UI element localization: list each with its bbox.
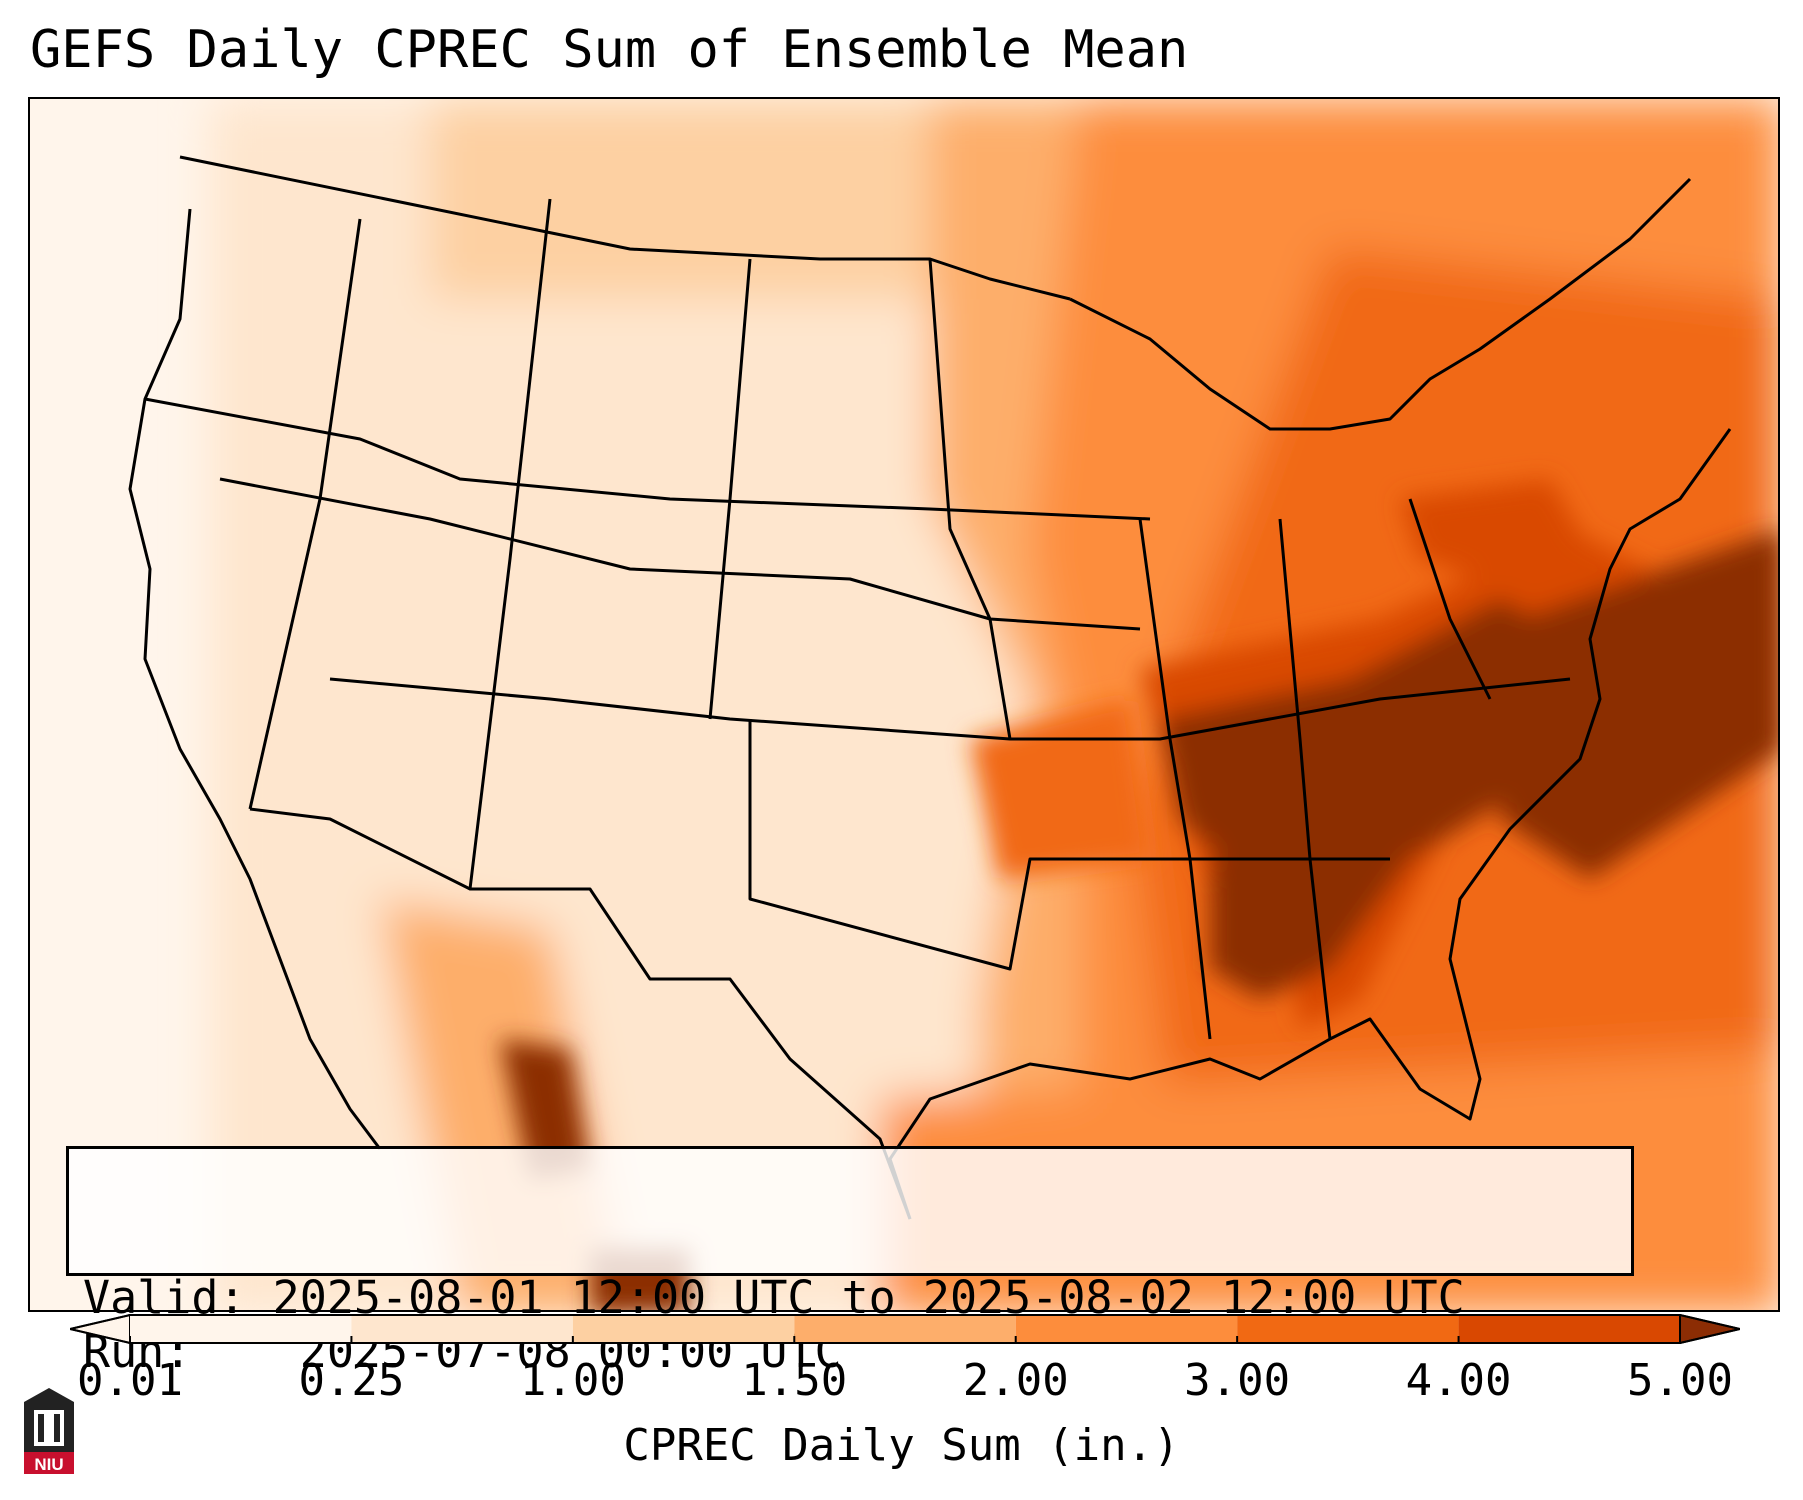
canada-border	[179, 155, 1071, 301]
state-line-8	[928, 258, 1012, 740]
colorbar-ticks: 0.01 0.25 1.00 1.50 2.00 3.00 4.00 5.00	[0, 1355, 1803, 1415]
colorbar-tick-label: 0.25	[298, 1355, 405, 1406]
precip-field-core	[500, 479, 1778, 1310]
colorbar-segment	[351, 1315, 573, 1343]
colorbar-segment	[1458, 1315, 1680, 1343]
boundaries	[128, 155, 1732, 1220]
state-line-11	[1408, 498, 1492, 700]
colorbar-segment	[1015, 1315, 1238, 1343]
precip-map-svg	[30, 99, 1778, 1310]
great-lakes	[1069, 177, 1692, 431]
colorbar	[70, 1314, 1740, 1344]
map-title: GEFS Daily CPREC Sum of Ensemble Mean	[30, 20, 1189, 80]
colorbar-extend-high	[1679, 1314, 1740, 1344]
niu-logo: NIU	[24, 1388, 74, 1474]
state-line-1	[144, 397, 1151, 521]
colorbar-segment	[130, 1315, 352, 1343]
niu-logo-text: NIU	[34, 1455, 63, 1474]
colorbar-segment	[572, 1315, 795, 1343]
colorbar-tick-label: 5.00	[1627, 1355, 1733, 1406]
colorbar-segments	[70, 1314, 1740, 1344]
state-line-6	[468, 198, 552, 890]
precip-map	[28, 97, 1780, 1312]
colorbar-tick-label: 0.01	[77, 1355, 183, 1406]
colorbar-tick-label: 1.00	[519, 1355, 626, 1406]
state-line-2	[219, 477, 1141, 631]
colorbar-extend-low	[70, 1314, 131, 1344]
state-line-7	[708, 258, 752, 720]
colorbar-tick-label: 1.50	[741, 1355, 848, 1406]
valid-run-box: Valid: 2025-08-01 12:00 UTC to 2025-08-0…	[66, 1146, 1634, 1378]
colorbar-segment	[1237, 1315, 1459, 1343]
colorbar-tick-label: 2.00	[962, 1355, 1069, 1406]
colorbar-tick-label: 4.00	[1405, 1355, 1512, 1406]
state-line-9	[1138, 518, 1212, 1040]
gulf-coastline	[888, 428, 1732, 1220]
colorbar-label: CPREC Daily Sum (in.)	[623, 1420, 1180, 1471]
state-line-10	[1278, 518, 1332, 1040]
colorbar-segment	[794, 1315, 1016, 1343]
mexico-border	[249, 807, 912, 1220]
state-line-5	[248, 218, 362, 810]
state-line-4	[748, 719, 1390, 971]
colorbar-tick-label: 3.00	[1184, 1355, 1291, 1406]
